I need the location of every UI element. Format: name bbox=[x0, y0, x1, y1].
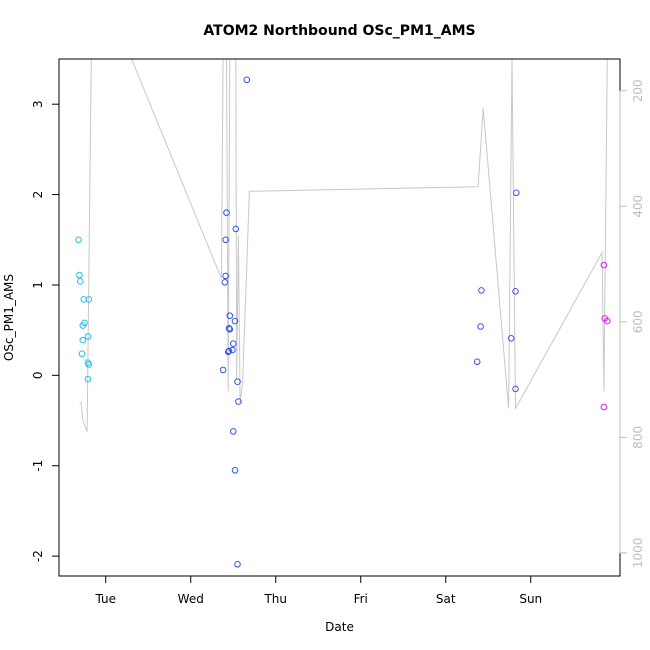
series-monday bbox=[600, 261, 611, 411]
data-point bbox=[221, 279, 229, 286]
data-point bbox=[226, 326, 234, 333]
data-point bbox=[84, 375, 92, 383]
data-point bbox=[224, 348, 232, 356]
data-point bbox=[231, 317, 239, 325]
data-point bbox=[512, 288, 519, 295]
x-tick-label: Thu bbox=[263, 592, 287, 606]
data-point bbox=[223, 209, 230, 216]
series-saturday-sunday bbox=[473, 189, 520, 393]
data-point bbox=[234, 378, 241, 386]
y-axis-label: OSc_PM1_AMS bbox=[2, 274, 16, 361]
right-tick-label: 600 bbox=[631, 310, 645, 333]
data-point bbox=[229, 346, 236, 354]
y-tick-label: 1 bbox=[31, 281, 45, 289]
plot-frame bbox=[58, 58, 621, 577]
x-tick-label: Fri bbox=[354, 592, 368, 606]
data-point bbox=[75, 236, 82, 244]
axes-layer: Tue Wed Thu Fri Sat Sun -2 -1 0 1 2 3 200 400 600 800 10… bbox=[31, 58, 645, 606]
points-layer bbox=[75, 76, 611, 568]
series-wednesday bbox=[219, 76, 251, 568]
data-point bbox=[513, 189, 520, 197]
data-point bbox=[222, 236, 229, 244]
data-point bbox=[76, 271, 83, 279]
data-point bbox=[478, 287, 485, 294]
chart-title: ATOM2 Northbound OSc_PM1_AMS bbox=[203, 23, 475, 39]
y-tick-label: 0 bbox=[31, 372, 45, 380]
data-point bbox=[600, 261, 608, 269]
data-point bbox=[604, 317, 611, 325]
x-axis-label: Date bbox=[325, 620, 354, 634]
x-tick-label: Tue bbox=[95, 592, 117, 606]
data-point bbox=[225, 325, 233, 332]
x-tick-label: Sat bbox=[436, 592, 456, 606]
right-tick-label: 1000 bbox=[631, 538, 645, 569]
y-tick-label: -2 bbox=[31, 550, 45, 562]
data-point bbox=[231, 467, 239, 474]
data-point bbox=[219, 366, 227, 374]
data-point bbox=[77, 278, 84, 285]
data-point bbox=[600, 403, 608, 411]
data-point bbox=[477, 323, 484, 330]
data-point bbox=[473, 358, 481, 366]
data-point bbox=[78, 350, 86, 358]
data-point bbox=[79, 336, 87, 344]
right-tick-label: 200 bbox=[631, 79, 645, 102]
x-tick-label: Wed bbox=[178, 592, 204, 606]
y-tick-label: 2 bbox=[31, 191, 45, 199]
data-point bbox=[222, 272, 229, 280]
data-point bbox=[232, 225, 240, 233]
x-tick-label: Sun bbox=[519, 592, 542, 606]
secondary-series-line bbox=[79, 59, 608, 432]
data-point bbox=[85, 361, 93, 368]
right-tick-label: 800 bbox=[631, 426, 645, 449]
y-tick-label: -1 bbox=[31, 460, 45, 472]
data-point bbox=[230, 340, 237, 348]
y-tick-label: 3 bbox=[31, 100, 45, 108]
data-point bbox=[225, 347, 233, 355]
data-point bbox=[234, 561, 241, 568]
data-point bbox=[507, 335, 515, 342]
data-point bbox=[85, 296, 93, 303]
secondary-line-layer bbox=[79, 59, 608, 432]
data-point bbox=[81, 319, 88, 327]
data-point bbox=[226, 312, 234, 320]
data-point bbox=[84, 333, 92, 340]
right-tick-label: 400 bbox=[631, 195, 645, 218]
data-point bbox=[512, 385, 519, 393]
data-point bbox=[243, 76, 251, 84]
data-point bbox=[235, 398, 242, 405]
series-tuesday bbox=[75, 236, 93, 383]
data-point bbox=[230, 428, 237, 435]
